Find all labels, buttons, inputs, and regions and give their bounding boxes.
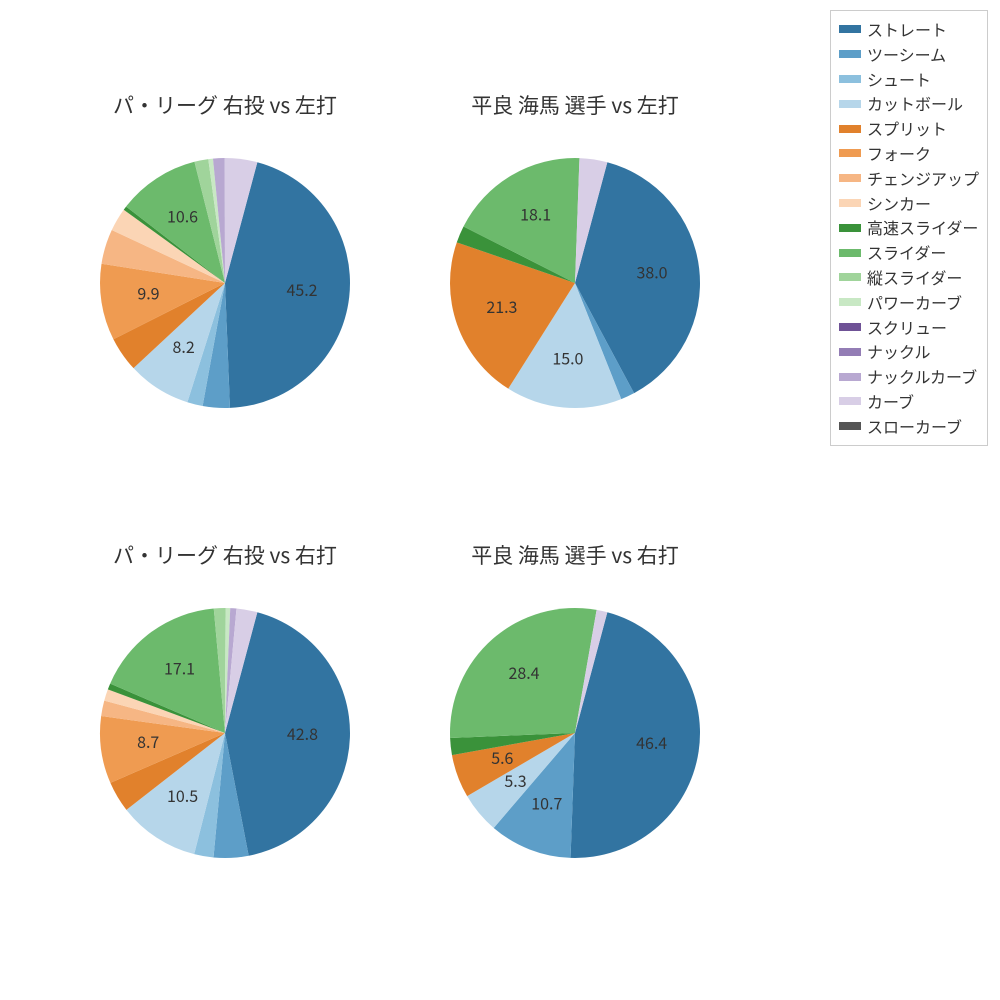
slice-value-label: 5.6 [491,745,513,769]
legend-label: ストレート [867,17,947,42]
slice-value-label: 38.0 [636,259,667,283]
legend-label: 高速スライダー [867,215,978,240]
legend-label: シンカー [867,191,931,216]
slice-value-label: 42.8 [287,721,318,745]
legend-item: カットボール [839,91,979,116]
legend-swatch [839,125,861,133]
chart-title: パ・リーグ 右投 vs 左打 [60,90,390,120]
slice-value-label: 8.2 [173,334,195,358]
legend-label: フォーク [867,141,931,166]
legend-swatch [839,100,861,108]
legend-item: スローカーブ [839,414,979,439]
legend-swatch [839,323,861,331]
legend-swatch [839,75,861,83]
legend-item: スライダー [839,240,979,265]
legend-swatch [839,149,861,157]
legend-item: シュート [839,67,979,92]
slice-value-label: 21.3 [486,294,517,318]
legend-swatch [839,249,861,257]
legend-label: パワーカーブ [867,290,962,315]
legend-item: ツーシーム [839,42,979,67]
figure-root: ストレートツーシームシュートカットボールスプリットフォークチェンジアップシンカー… [0,0,1000,1000]
pie-chart: 平良 海馬 選手 vs 右打 46.4 10.75.35.6 28.4 [410,540,740,868]
slice-value-label: 28.4 [508,660,539,684]
legend-item: ストレート [839,17,979,42]
slice-value-label: 10.6 [167,204,198,228]
chart-title: 平良 海馬 選手 vs 右打 [410,540,740,570]
slice-value-label: 15.0 [552,346,583,370]
legend-label: ナックル [867,339,931,364]
legend-swatch [839,50,861,58]
slice-value-label: 46.4 [636,730,667,754]
legend-item: フォーク [839,141,979,166]
slice-value-label: 18.1 [520,202,551,226]
pie-svg: 38.0 15.0 21.3 18.1 [440,148,710,418]
legend-swatch [839,25,861,33]
legend-swatch [839,397,861,405]
legend-item: スクリュー [839,315,979,340]
slice-value-label: 10.5 [167,783,198,807]
slice-value-label: 10.7 [531,791,562,815]
legend-item: 縦スライダー [839,265,979,290]
pie-chart: パ・リーグ 右投 vs 左打 45.2 8.2 9.9 10.6 [60,90,390,418]
legend-swatch [839,273,861,281]
legend-label: ツーシーム [867,42,946,67]
legend-swatch [839,348,861,356]
legend: ストレートツーシームシュートカットボールスプリットフォークチェンジアップシンカー… [830,10,988,446]
legend-item: チェンジアップ [839,166,979,191]
legend-item: スプリット [839,116,979,141]
legend-label: チェンジアップ [867,166,979,191]
legend-label: シュート [867,67,931,92]
legend-item: シンカー [839,191,979,216]
legend-swatch [839,422,861,430]
legend-label: カットボール [867,91,963,116]
legend-item: ナックルカーブ [839,364,979,389]
slice-value-label: 17.1 [164,656,195,680]
legend-item: 高速スライダー [839,215,979,240]
legend-swatch [839,224,861,232]
pie-chart: 平良 海馬 選手 vs 左打 38.0 15.0 21.3 18.1 [410,90,740,418]
legend-item: パワーカーブ [839,290,979,315]
slice-value-label: 45.2 [286,277,317,301]
chart-title: パ・リーグ 右投 vs 右打 [60,540,390,570]
chart-title: 平良 海馬 選手 vs 左打 [410,90,740,120]
pie-chart: パ・リーグ 右投 vs 右打 42.8 10.5 8.7 17.1 [60,540,390,868]
slice-value-label: 9.9 [137,280,159,304]
slice-value-label: 8.7 [137,729,159,753]
legend-item: ナックル [839,339,979,364]
legend-swatch [839,174,861,182]
pie-svg: 46.4 10.75.35.6 28.4 [440,598,710,868]
pie-svg: 42.8 10.5 8.7 17.1 [90,598,360,868]
legend-label: ナックルカーブ [867,364,977,389]
legend-label: スローカーブ [867,414,962,439]
legend-swatch [839,298,861,306]
legend-swatch [839,199,861,207]
legend-label: スライダー [867,240,946,265]
slice-value-label: 5.3 [504,768,526,792]
legend-label: スクリュー [867,315,947,340]
legend-item: カーブ [839,389,979,414]
legend-label: カーブ [867,389,914,414]
pie-svg: 45.2 8.2 9.9 10.6 [90,148,360,418]
legend-label: スプリット [867,116,947,141]
legend-swatch [839,373,861,381]
legend-label: 縦スライダー [867,265,962,290]
